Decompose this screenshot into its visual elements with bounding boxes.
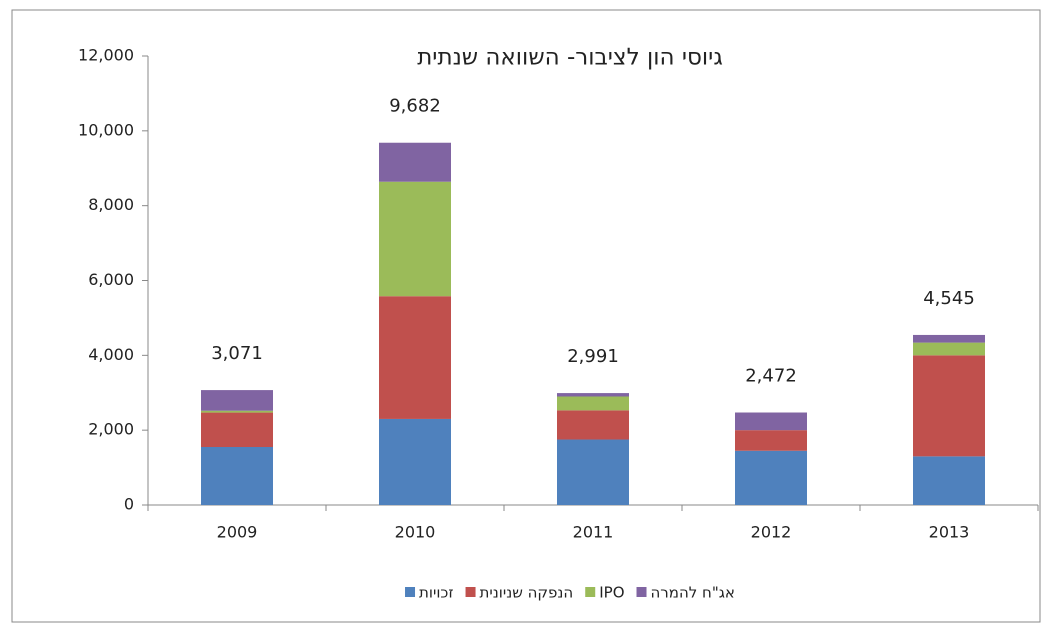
bar-segment: [201, 412, 273, 448]
bar-segment: [735, 450, 807, 505]
y-tick-label: 8,000: [88, 195, 134, 214]
chart-title: גיוסי הון לציבור- השוואה שנתית: [417, 45, 723, 71]
bar-segment: [913, 355, 985, 457]
bar-segment: [913, 342, 985, 356]
total-label: 4,545: [923, 288, 975, 309]
legend-label: IPO: [599, 584, 624, 602]
legend-label: אג"ח להמרה: [651, 584, 735, 602]
legend-marker: [636, 587, 647, 597]
legend-label: הנפקה שניונית: [480, 584, 574, 602]
bar-segment: [201, 447, 273, 505]
legend-marker: [465, 587, 476, 597]
bar-segment: [379, 181, 451, 297]
total-label: 3,071: [211, 343, 263, 364]
x-tick-label: 2011: [573, 523, 614, 542]
x-tick-label: 2010: [395, 523, 436, 542]
bar-segment: [557, 393, 629, 397]
bar-segment: [379, 296, 451, 419]
total-label: 2,991: [567, 346, 619, 367]
y-tick-label: 4,000: [88, 345, 134, 364]
total-label: 9,682: [389, 96, 441, 117]
legend-marker: [405, 587, 416, 597]
bar-segment: [379, 142, 451, 182]
total-label: 2,472: [745, 366, 797, 387]
bar-segment: [557, 410, 629, 440]
bar-segment: [557, 439, 629, 505]
y-tick-label: 0: [124, 495, 134, 514]
chart-frame: [11, 9, 1041, 623]
y-tick-label: 12,000: [78, 46, 134, 65]
bar-segment: [735, 412, 807, 431]
y-tick-label: 2,000: [88, 420, 134, 439]
bar-segment: [913, 456, 985, 505]
x-tick-label: 2013: [929, 523, 970, 542]
legend-label: זכויות: [419, 584, 454, 602]
bar-segment: [379, 418, 451, 505]
bar-segment: [201, 390, 273, 411]
bar-segment: [201, 410, 273, 413]
legend-marker: [585, 587, 596, 597]
y-tick-label: 10,000: [78, 120, 134, 139]
bar-segment: [913, 334, 985, 343]
y-tick-label: 6,000: [88, 270, 134, 289]
bar-segment: [735, 430, 807, 451]
bar-segment: [557, 396, 629, 411]
x-tick-label: 2012: [751, 523, 792, 542]
x-tick-label: 2009: [217, 523, 258, 542]
